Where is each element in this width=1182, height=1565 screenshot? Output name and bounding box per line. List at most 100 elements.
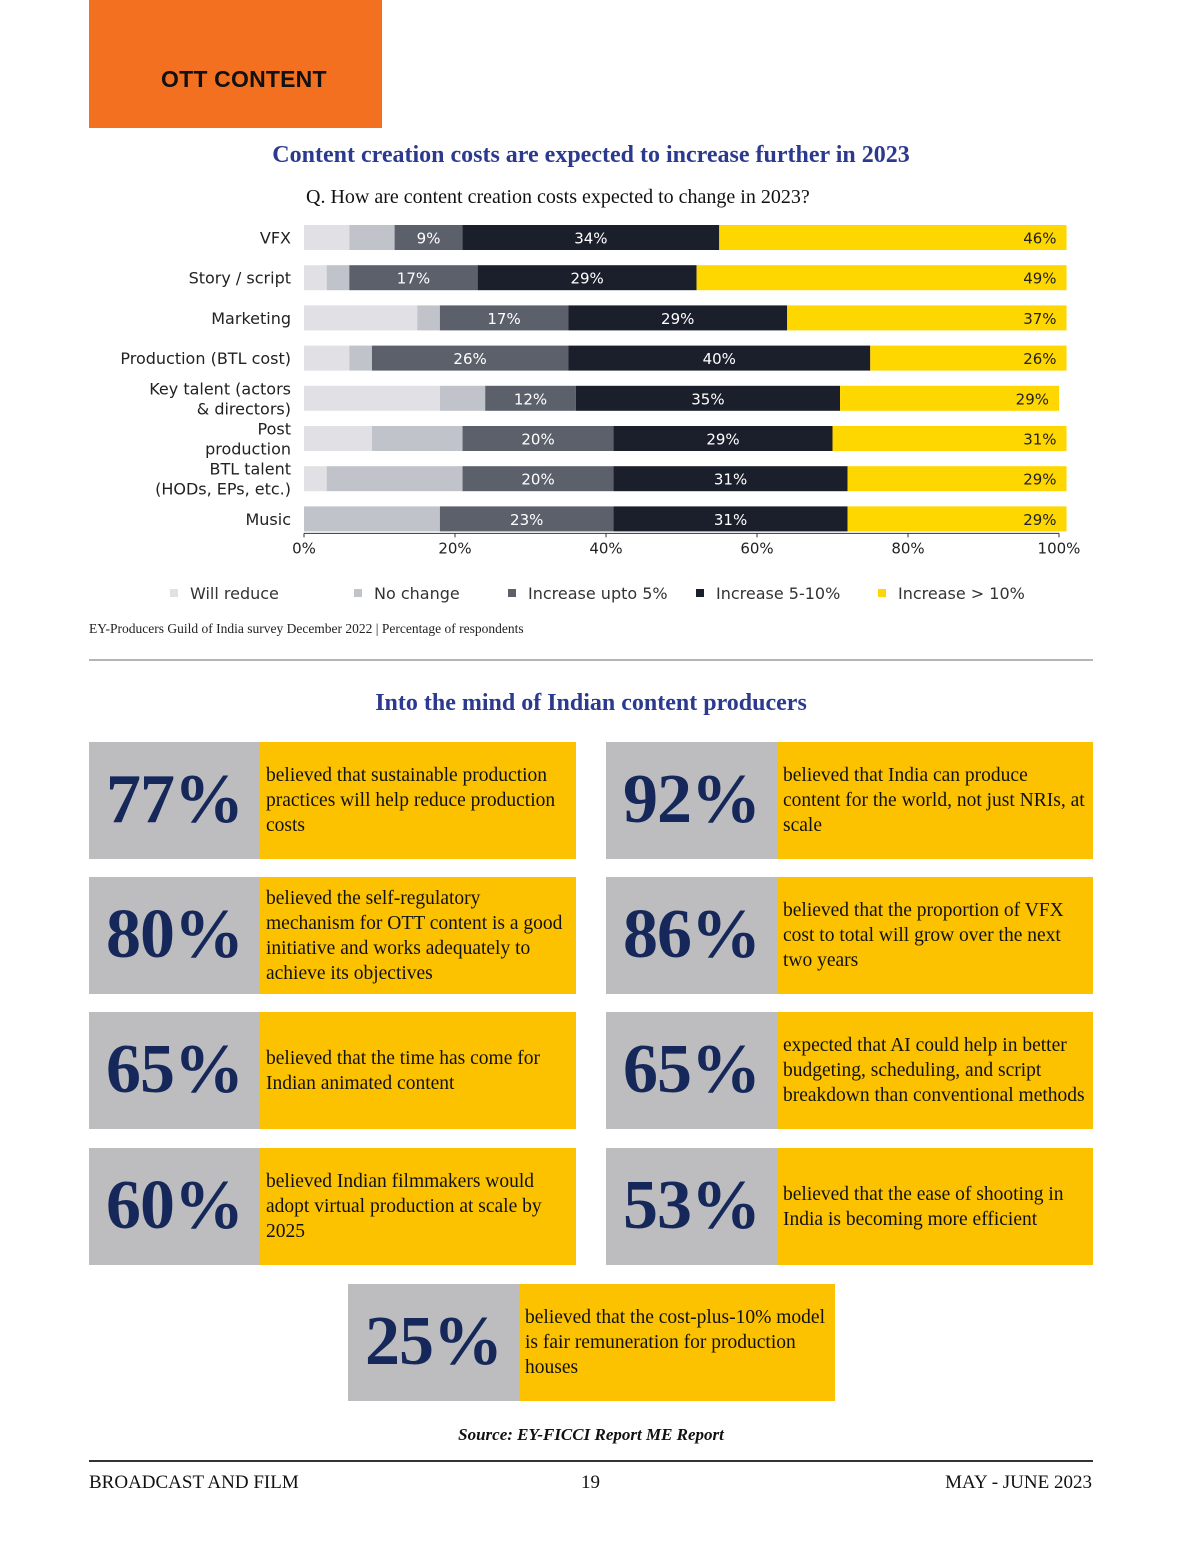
- bar-segment: [485, 385, 576, 411]
- bar-segment: [840, 385, 1059, 411]
- bar-segment: [462, 426, 614, 451]
- section-subtitle: Into the mind of Indian content producer…: [375, 690, 807, 716]
- x-tick-label: 0%: [292, 539, 316, 557]
- data-label: 29%: [1023, 511, 1056, 529]
- bar-segment: [613, 426, 833, 451]
- bar-segment: [477, 265, 697, 291]
- legend-label: Increase > 10%: [898, 584, 1025, 603]
- legend-label: No change: [374, 584, 460, 603]
- category-label: Marketing: [211, 309, 291, 328]
- stat-percent-box: 77%: [89, 742, 260, 859]
- stat-percent-box: 80%: [89, 877, 260, 994]
- stat-percent-box: 60%: [89, 1148, 260, 1265]
- chart-title: Content creation costs are expected to i…: [272, 142, 910, 168]
- legend-item: Increase 5-10%: [696, 584, 840, 603]
- footer-rule: [89, 1460, 1093, 1462]
- stat-card: 53% believed that the ease of shooting i…: [606, 1148, 1093, 1265]
- stat-card: 92% believed that India can produce cont…: [606, 742, 1093, 859]
- bar-segment: [304, 426, 372, 451]
- data-label: 49%: [1023, 270, 1056, 288]
- stat-description: believed that India can produce content …: [783, 765, 1085, 836]
- legend-swatch: [878, 588, 886, 597]
- bar-segment: [568, 345, 871, 371]
- legend-item: Increase > 10%: [878, 584, 1025, 603]
- source-note: Source: EY-FICCI Report ME Report: [458, 1425, 724, 1444]
- stat-percent-box: 65%: [606, 1012, 777, 1129]
- stat-card: 60% believed Indian filmmakers would ado…: [89, 1148, 576, 1265]
- legend-item: Increase upto 5%: [508, 584, 668, 603]
- bar-segment: [439, 305, 569, 331]
- bar-segment: [847, 466, 1067, 492]
- stat-card: 65% expected that AI could help in bette…: [606, 1012, 1093, 1129]
- data-label: 34%: [574, 230, 607, 248]
- bar-segment: [304, 466, 327, 492]
- x-tick-label: 80%: [891, 539, 924, 557]
- data-label: 31%: [714, 471, 747, 489]
- stat-percent-box: 86%: [606, 877, 777, 994]
- stat-percent-box: 25%: [348, 1284, 519, 1401]
- stat-card: 77% believed that sustainable production…: [89, 742, 576, 859]
- stat-card: 86% believed that the proportion of VFX …: [606, 877, 1093, 994]
- stat-description: expected that AI could help in better bu…: [783, 1035, 1085, 1106]
- x-tick-label: 40%: [589, 539, 622, 557]
- bar-segment: [371, 345, 569, 371]
- chart-source: EY-Producers Guild of India survey Decem…: [89, 621, 524, 636]
- bar-segment: [417, 305, 440, 331]
- stat-card: 65% believed that the time has come for …: [89, 1012, 576, 1129]
- data-label: 29%: [1023, 471, 1056, 489]
- legend-swatch: [170, 588, 178, 597]
- bar-segment: [304, 265, 327, 291]
- stat-description: believed that the cost-plus-10% model is…: [525, 1307, 826, 1378]
- data-label: 29%: [706, 431, 739, 449]
- stat-percent: 65%: [623, 1031, 761, 1108]
- bar-segment: [719, 225, 1067, 250]
- stat-percent-box: 92%: [606, 742, 777, 859]
- data-label: 31%: [714, 511, 747, 529]
- bar-segment: [349, 265, 478, 291]
- stat-percent: 86%: [623, 896, 761, 973]
- x-tick-label: 60%: [740, 539, 773, 557]
- stat-description-box: believed that sustainable production pra…: [260, 742, 576, 859]
- stat-percent: 77%: [106, 761, 244, 838]
- footer-publication: BROADCAST AND FILM: [89, 1472, 299, 1493]
- stat-description-box: believed that the cost-plus-10% model is…: [519, 1284, 835, 1401]
- data-label: 46%: [1023, 230, 1056, 248]
- category-label: BTL talent (HODs, EPs, etc.): [155, 460, 291, 499]
- bar-segment: [575, 385, 841, 411]
- footer-page-number: 19: [581, 1472, 600, 1493]
- data-label: 26%: [453, 350, 486, 368]
- stat-description-box: believed that the ease of shooting in In…: [777, 1148, 1093, 1265]
- legend-swatch: [354, 588, 362, 597]
- category-label: Post production: [205, 420, 291, 459]
- bar-segment: [349, 225, 395, 250]
- section-tag: OTT CONTENT: [89, 0, 382, 128]
- category-label: Key talent (actors & directors): [149, 379, 291, 418]
- bar-segment: [394, 225, 463, 250]
- bar-segment: [349, 345, 372, 371]
- bar-segment: [304, 345, 350, 371]
- bar-segment: [439, 385, 486, 411]
- stat-description: believed that the time has come for Indi…: [266, 1047, 540, 1094]
- bar-segment: [371, 426, 463, 451]
- stat-percent: 25%: [365, 1303, 503, 1380]
- stat-card: 80% believed the self-regulatory mechani…: [89, 877, 576, 994]
- category-label: VFX: [260, 229, 291, 248]
- bar-segment: [787, 305, 1067, 331]
- stat-description-box: expected that AI could help in better bu…: [777, 1012, 1093, 1129]
- bar-segment: [613, 506, 848, 532]
- stacked-bar-chart: VFX 9% 34% 46% Story / script 17% 29% 49% Market…: [120, 225, 1081, 557]
- data-label: 9%: [417, 230, 441, 248]
- category-label: Music: [245, 510, 291, 529]
- stat-percent: 65%: [106, 1031, 244, 1108]
- bar-segment: [304, 225, 350, 250]
- stat-percent: 92%: [623, 761, 761, 838]
- stat-description: believed Indian filmmakers would adopt v…: [266, 1171, 542, 1242]
- divider: [89, 659, 1093, 661]
- bar-segment: [462, 466, 614, 492]
- legend-item: Will reduce: [170, 584, 279, 603]
- legend-label: Increase 5-10%: [716, 584, 841, 603]
- stat-description-box: believed that the proportion of VFX cost…: [777, 877, 1093, 994]
- x-tick-label: 100%: [1038, 539, 1081, 557]
- stat-card: 25% believed that the cost-plus-10% mode…: [348, 1284, 835, 1401]
- data-label: 29%: [1016, 390, 1049, 408]
